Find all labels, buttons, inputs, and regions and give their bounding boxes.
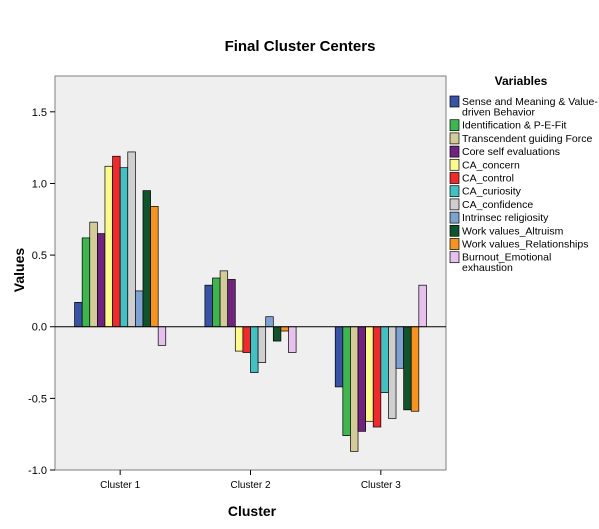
bar: [142, 190, 151, 328]
legend-item-label: Core self evaluations: [462, 146, 560, 158]
legend-item-label: exhaustion: [462, 262, 513, 274]
legend-swatch: [449, 145, 460, 158]
bar: [250, 326, 259, 373]
legend-swatch: [449, 238, 460, 250]
x-tick-label: Cluster 3: [361, 480, 401, 491]
legend-item-label: CA_confidence: [462, 199, 533, 211]
bar: [97, 233, 106, 328]
legend-swatch: [449, 251, 460, 264]
legend-item-label: Work values_Altruism: [462, 225, 564, 237]
legend-item-label: CA_curiosity: [462, 186, 522, 198]
legend-item-label: Sense and Meaning & Value-: [462, 96, 598, 108]
bar: [272, 326, 282, 342]
legend-item-label: CA_concern: [462, 159, 520, 171]
legend-swatch: [449, 211, 460, 224]
bar: [288, 326, 297, 353]
bar: [81, 237, 91, 328]
y-tick-label: 1.0: [32, 178, 47, 190]
bar: [74, 302, 83, 328]
legend-swatch: [449, 119, 460, 132]
legend-swatch: [449, 185, 460, 198]
y-axis-title: Values: [11, 248, 27, 293]
bar: [204, 284, 213, 328]
y-tick-label: 0.5: [32, 250, 47, 262]
bar: [242, 326, 251, 353]
bar: [342, 326, 351, 436]
bar: [112, 155, 121, 328]
bar: [403, 326, 412, 411]
legend-swatch: [449, 198, 460, 211]
y-tick-label: 0.0: [32, 322, 47, 334]
bar: [365, 326, 374, 422]
legend-item-label: Identification & P-E-Fit: [462, 120, 567, 132]
bar: [212, 277, 221, 328]
chart-title: Final Cluster Centers: [225, 38, 376, 55]
legend-item-label: Intrinsec religiosity: [462, 212, 549, 224]
legend-item-label: Work values_Relationships: [462, 239, 588, 251]
bar: [357, 326, 366, 432]
bar: [280, 326, 289, 332]
legend-swatch: [449, 172, 460, 184]
axes-group: -1.0 -0.5 0.0 0.5 1.0 1.5 Cluster 1 Cluster 2 Cl…: [28, 107, 446, 491]
bar: [127, 151, 136, 328]
legend-item-label: Transcendent guiding Force: [462, 133, 593, 145]
bar: [219, 270, 229, 328]
legend-swatch: [449, 132, 460, 145]
bar: [104, 165, 113, 328]
legend: Variables Sense and Meaning & Value-driv…: [449, 74, 598, 274]
legend-item-label: Burnout_Emotional: [462, 252, 551, 264]
y-tick-label: 1.5: [32, 107, 47, 119]
bar: [265, 316, 274, 328]
bar: [89, 221, 98, 328]
bar: [227, 279, 236, 328]
bar: [119, 167, 129, 328]
bar: [135, 290, 144, 328]
legend-item-label: driven Behavior: [462, 107, 535, 119]
bar: [388, 326, 397, 419]
bar: [257, 326, 267, 363]
legend-item-label: CA_control: [462, 173, 514, 185]
y-tick-label: -1.0: [28, 465, 47, 477]
bar: [410, 326, 420, 412]
x-tick-label: Cluster 2: [230, 480, 270, 491]
bar: [334, 326, 344, 388]
bar: [372, 326, 382, 428]
x-axis-title: Cluster: [228, 503, 277, 519]
bar: [150, 206, 159, 328]
bar: [395, 326, 404, 369]
x-tick-label: Cluster 1: [100, 480, 140, 491]
bar: [157, 326, 167, 346]
legend-swatch: [449, 158, 460, 171]
bar: [380, 326, 389, 393]
bar: [350, 326, 359, 452]
legend-title: Variables: [495, 74, 548, 88]
legend-swatch: [449, 224, 460, 237]
bar: [418, 284, 427, 328]
bar: [234, 326, 244, 352]
y-tick-label: -0.5: [28, 393, 47, 405]
legend-swatch: [449, 95, 460, 108]
